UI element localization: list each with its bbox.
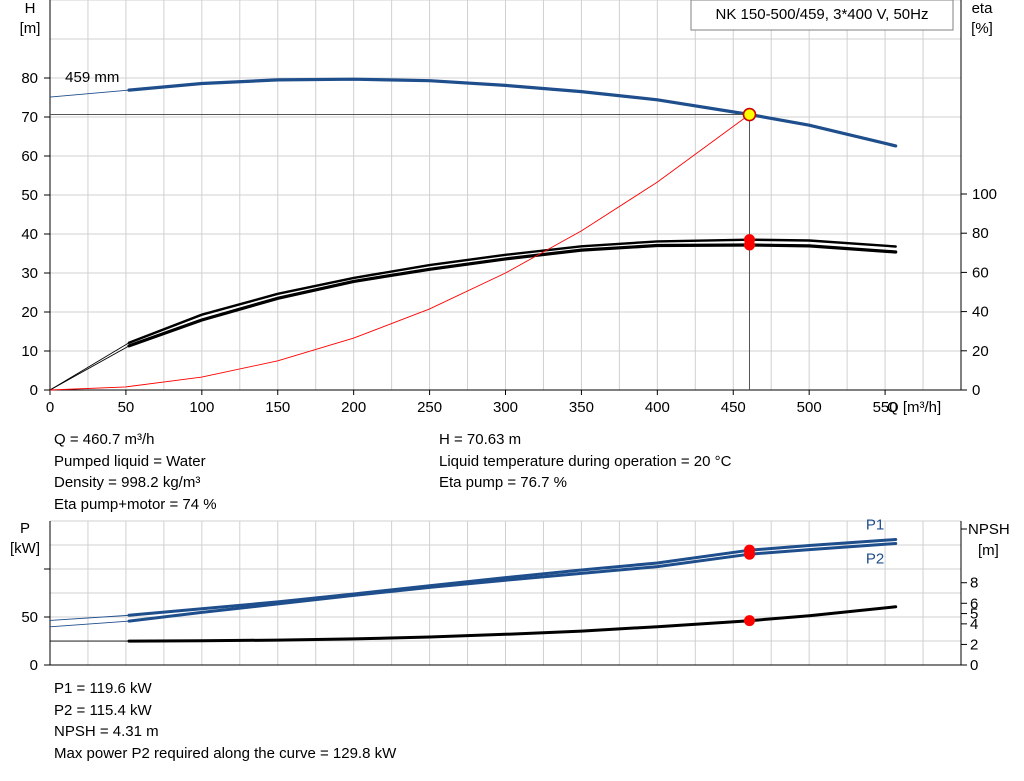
p-axis-unit: [kW] xyxy=(10,540,40,557)
eta-axis-label: eta xyxy=(972,0,994,17)
duty-info-left: Q = 460.7 m³/h Pumped liquid = Water Den… xyxy=(54,429,217,515)
npsh-axis-unit: [m] xyxy=(978,542,999,559)
h-axis-label: H xyxy=(25,0,36,17)
pumped-liquid-readout: Pumped liquid = Water xyxy=(54,452,206,470)
power-npsh-chart: 0 50 P [kW] 0 2 456 8 NPSH [m] P1 P2 xyxy=(10,517,1010,674)
eta-pump-motor-curve xyxy=(127,243,898,348)
npsh-tick-label: 8 xyxy=(970,575,978,592)
x-tick-label: 550 xyxy=(873,399,898,416)
h-tick-label: 70 xyxy=(21,109,38,126)
chart-title-box xyxy=(690,0,954,31)
npsh-curve xyxy=(127,605,898,643)
x-tick-label: 300 xyxy=(493,399,518,416)
head-readout: H = 70.63 m xyxy=(439,431,522,448)
x-tick-label: 200 xyxy=(341,399,366,416)
npsh-tick-label: 4 xyxy=(970,616,978,633)
p2-duty-dot xyxy=(743,548,755,560)
flow-readout: Q = 460.7 m³/h xyxy=(54,431,155,448)
p2-series-label: P2 xyxy=(866,550,884,567)
eta-tick-label: 80 xyxy=(972,225,989,242)
p2-curve-extension xyxy=(49,620,130,628)
h-tick-label: 80 xyxy=(21,70,38,87)
eta-tick-label: 40 xyxy=(972,304,989,321)
eta-pump-curve xyxy=(127,238,897,344)
npsh-tick-label: 6 xyxy=(970,595,978,612)
top-grid xyxy=(49,0,962,390)
eta-tick-label: 60 xyxy=(972,264,989,281)
eta-pump-motor-duty-dot xyxy=(743,239,755,251)
x-tick-label: 50 xyxy=(118,399,135,416)
h-tick-label: 60 xyxy=(21,148,38,165)
p-tick-label: 0 xyxy=(30,657,38,674)
x-tick-label: 500 xyxy=(797,399,822,416)
h-tick-label: 50 xyxy=(21,187,38,204)
npsh-tick-label: 5 xyxy=(970,606,978,623)
x-tick-label: 400 xyxy=(645,399,670,416)
eta-tick-label: 20 xyxy=(972,343,989,360)
eta-pump-motor-readout: Eta pump+motor = 74 % xyxy=(54,495,217,513)
power-info: P1 = 119.6 kW P2 = 115.4 kW NPSH = 4.31 … xyxy=(54,678,396,764)
h-tick-label: 20 xyxy=(21,304,38,321)
p-axis-label: P xyxy=(20,520,30,537)
x-axis-label: Q [m³/h] xyxy=(887,399,941,416)
x-tick-label: 0 xyxy=(46,399,54,416)
npsh-tick-label: 2 xyxy=(970,636,978,653)
density-readout: Density = 998.2 kg/m³ xyxy=(54,474,201,491)
p2-readout: P2 = 115.4 kW xyxy=(54,701,152,719)
h-axis-unit: [m] xyxy=(20,20,41,37)
npsh-tick-label: 0 xyxy=(970,657,978,674)
system-curve-line xyxy=(49,114,750,391)
eta-tick-label: 0 xyxy=(972,382,980,399)
h-tick-label: 40 xyxy=(21,226,38,243)
p-tick-label: 50 xyxy=(21,609,38,626)
x-tick-label: 100 xyxy=(189,399,214,416)
h-tick-label: 10 xyxy=(21,343,38,360)
h-tick-label: 30 xyxy=(21,265,38,282)
x-tick-label: 150 xyxy=(265,399,290,416)
npsh-readout: NPSH = 4.31 m xyxy=(54,723,159,740)
h-tick-label: 0 xyxy=(30,382,38,399)
liquid-temperature-readout: Liquid temperature during operation = 20… xyxy=(439,452,732,470)
x-tick-label: 250 xyxy=(417,399,442,416)
bottom-grid xyxy=(49,520,962,665)
x-tick-label: 350 xyxy=(569,399,594,416)
chart-title: NK 150-500/459, 3*400 V, 50Hz xyxy=(716,6,929,23)
impeller-diameter-label: 459 mm xyxy=(65,69,119,86)
duty-info-right: H = 70.63 m Liquid temperature during op… xyxy=(439,429,731,494)
p1-readout: P1 = 119.6 kW xyxy=(54,680,152,697)
head-curve xyxy=(127,77,898,148)
npsh-axis-label: NPSH xyxy=(968,521,1010,538)
x-tick-label: 450 xyxy=(721,399,746,416)
p1-curve-extension xyxy=(49,614,130,621)
eta-pump-curve-extension xyxy=(49,342,130,391)
p1-curve xyxy=(127,538,898,617)
eta-axis-unit: [%] xyxy=(971,20,993,37)
eta-tick-label: 100 xyxy=(972,186,997,203)
eta-pump-motor-curve-extension xyxy=(49,345,130,391)
npsh-duty-dot xyxy=(743,615,755,627)
operating-point-marker xyxy=(742,107,757,122)
eta-pump-readout: Eta pump = 76.7 % xyxy=(439,474,567,491)
p2-curve xyxy=(127,542,898,623)
p1-series-label: P1 xyxy=(866,517,884,534)
head-curve-extension xyxy=(49,89,130,98)
max-power-readout: Max power P2 required along the curve = … xyxy=(54,744,397,762)
